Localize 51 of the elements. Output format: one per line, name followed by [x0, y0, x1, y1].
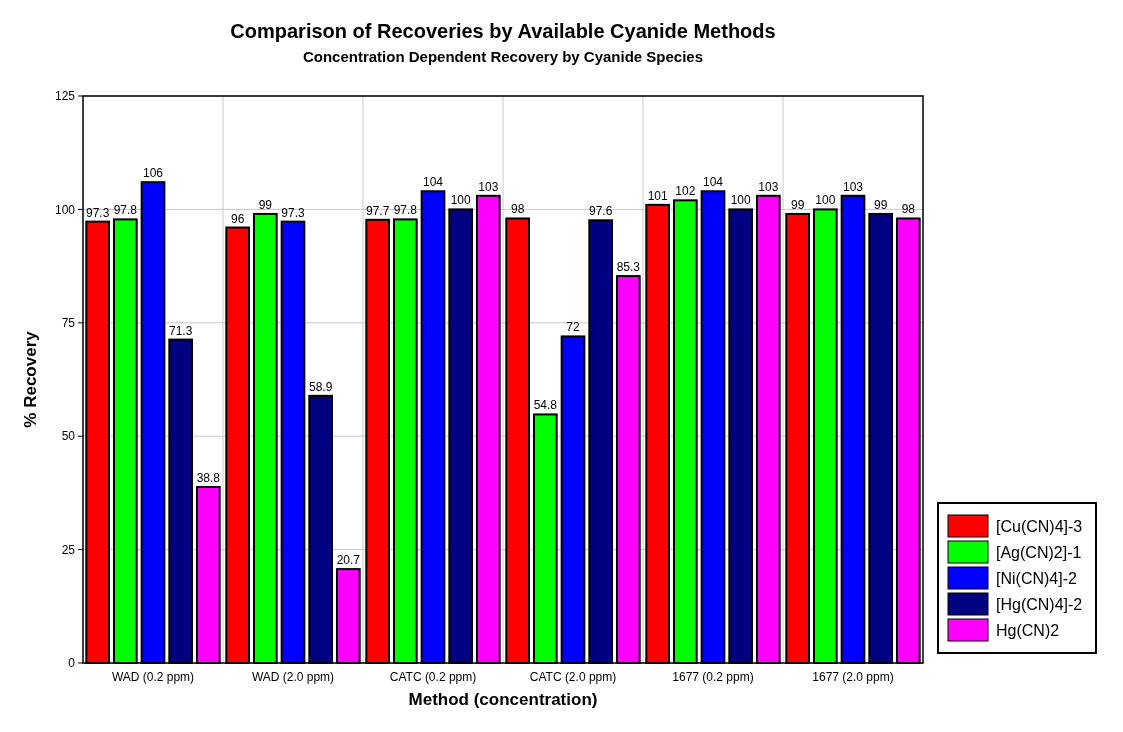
data-label: 38.8 [196, 471, 221, 485]
legend-label: [Hg(CN)4]-2 [996, 595, 1083, 613]
data-label: 20.7 [336, 553, 361, 568]
data-label: 104 [702, 175, 724, 190]
data-label: 106 [142, 166, 164, 181]
data-label: 101 [647, 188, 668, 203]
y-tick-label: 25 [61, 542, 76, 557]
data-label: 99 [790, 197, 805, 212]
y-tick-label: 100 [54, 202, 76, 217]
data-label: 97.6 [588, 204, 613, 219]
data-label: 103 [478, 179, 499, 194]
data-label: 103 [842, 179, 864, 194]
chart-subtitle: Concentration Dependent Recovery by Cyanide Species [302, 48, 704, 65]
data-label: 97.7 [365, 203, 390, 218]
data-label: 97.3 [281, 205, 305, 220]
x-tick-label: CATC (0.2 ppm) [389, 670, 477, 684]
data-label: 100 [815, 193, 836, 208]
data-label: 97.8 [113, 203, 138, 218]
legend-label: [Ag(CN)2]-1 [996, 543, 1082, 561]
data-label: 58.9 [308, 379, 333, 394]
data-label: 100 [450, 193, 471, 208]
y-tick-label: 75 [61, 316, 76, 330]
chart-title: Comparison of Recoveries by Available Cyanide Methods [230, 20, 776, 42]
data-label: 71.3 [168, 323, 193, 338]
y-tick-label: 0 [68, 656, 76, 671]
data-label: 97.3 [85, 205, 110, 220]
data-label: 96 [230, 211, 245, 226]
y-tick-label: 50 [61, 429, 76, 444]
data-label: 98 [901, 202, 916, 217]
data-label: 100 [730, 193, 751, 208]
data-label: 99 [258, 197, 273, 212]
legend-label: [Cu(CN)4]-3 [996, 517, 1083, 535]
x-tick-label: WAD (2.0 ppm) [251, 670, 335, 684]
x-tick-label: 1677 (0.2 ppm) [672, 670, 754, 684]
data-label: 97.8 [393, 203, 418, 218]
data-label: 103 [758, 179, 779, 194]
y-tick-label: 125 [54, 89, 76, 104]
y-axis-title: % Recovery [21, 330, 40, 428]
data-label: 54.8 [533, 398, 558, 413]
x-tick-label: 1677 (2.0 ppm) [812, 670, 894, 684]
data-label: 72 [566, 320, 580, 335]
data-label: 102 [675, 184, 696, 199]
data-label: 98 [510, 202, 525, 217]
x-tick-label: CATC (2.0 ppm) [529, 670, 617, 684]
data-label: 104 [422, 175, 444, 190]
legend-label: [Ni(CN)4]-2 [996, 569, 1077, 587]
data-label: 85.3 [616, 260, 641, 275]
legend-label: Hg(CN)2 [996, 621, 1060, 639]
data-label: 99 [873, 197, 888, 212]
x-tick-label: WAD (0.2 ppm) [111, 670, 195, 684]
x-axis-title: Method (concentration) [408, 690, 598, 709]
